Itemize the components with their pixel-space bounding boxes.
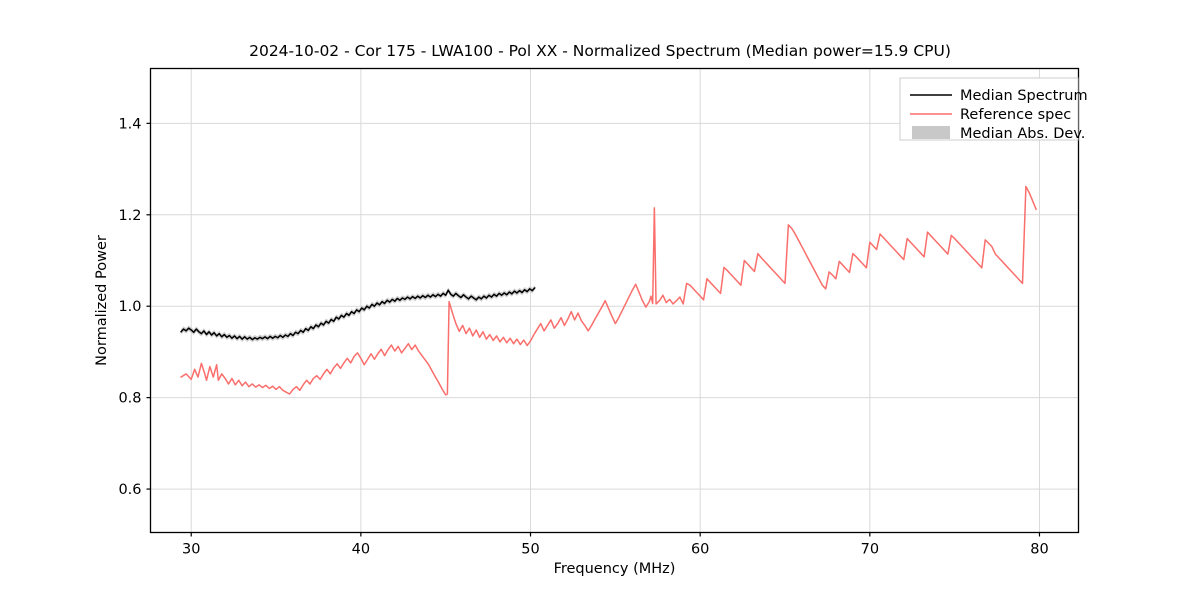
legend-box: Median Spectrum Reference spec Median Abs.…	[899, 77, 1088, 142]
x-tick-label: 70	[861, 542, 879, 558]
y-tick-label: 1.0	[118, 299, 141, 315]
axes-border	[149, 67, 1080, 534]
series-line-median-spectrum	[180, 287, 536, 341]
x-tick-label: 60	[691, 542, 709, 558]
x-tick-label: 40	[352, 542, 370, 558]
axes-frame	[149, 67, 1080, 534]
legend-label: Reference spec	[960, 107, 1071, 123]
y-tick-label: 0.6	[118, 482, 141, 498]
data-series-layer	[180, 185, 1037, 396]
legend-label: Median Spectrum	[960, 88, 1088, 104]
legend-swatch-patch	[912, 126, 950, 139]
y-tick-label: 1.4	[118, 116, 141, 132]
y-tick-label: 1.2	[118, 208, 141, 224]
legend-label: Median Abs. Dev.	[960, 126, 1085, 142]
axis-ticks: 30 40 50 60 70 80 0.6 0.8 1.0 1.2 1.4	[118, 116, 1048, 557]
x-tick-label: 30	[182, 542, 200, 558]
x-tick-label: 50	[521, 542, 539, 558]
y-tick-label: 0.8	[118, 391, 141, 407]
x-axis-title: Frequency (MHz)	[554, 561, 676, 577]
x-tick-label: 80	[1030, 542, 1048, 558]
axis-labels: Frequency (MHz) Normalized Power	[94, 235, 675, 577]
chart-title: 2024-10-02 - Cor 175 - LWA100 - Pol XX -…	[249, 42, 951, 60]
series-line-reference-spec	[180, 185, 1037, 396]
y-axis-title: Normalized Power	[94, 235, 110, 366]
